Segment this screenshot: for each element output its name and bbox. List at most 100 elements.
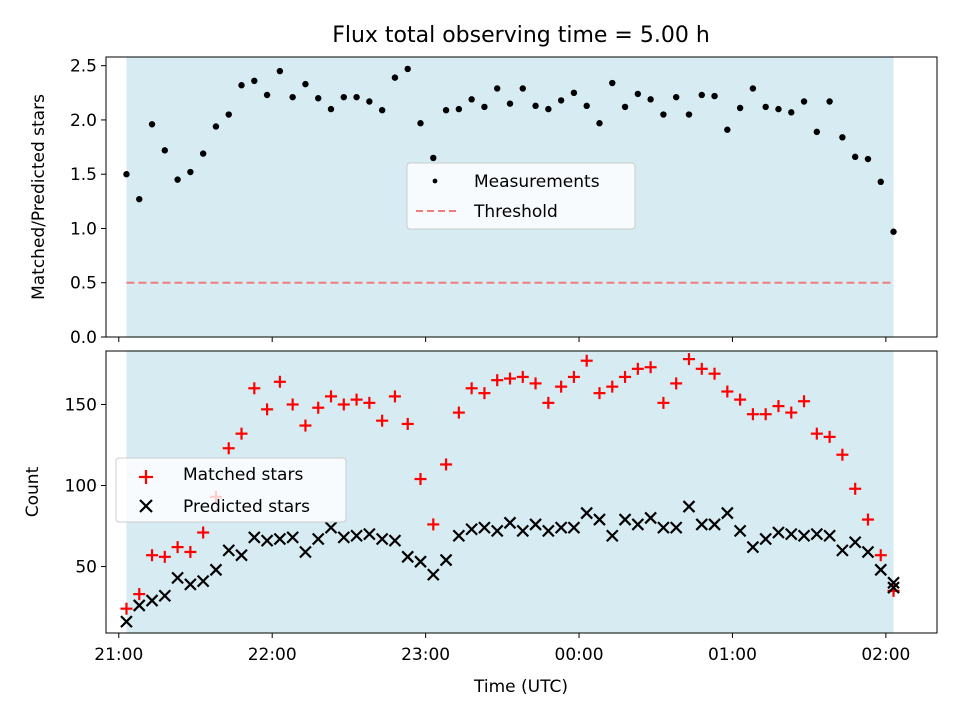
predicted-star-point bbox=[299, 545, 312, 559]
matched-star-point bbox=[235, 427, 248, 440]
matched-star-point bbox=[721, 385, 734, 398]
matched-star-point bbox=[708, 367, 721, 380]
matched-star-point bbox=[222, 442, 235, 455]
count-x-axis: 21:00 22:00 23:00 00:00 01:00 02:00 bbox=[94, 633, 910, 665]
predicted-star-point bbox=[414, 555, 427, 568]
measurement-point bbox=[263, 91, 271, 99]
measurements-legend-marker bbox=[432, 178, 438, 184]
predicted-star-point bbox=[759, 532, 772, 546]
matched-star-point bbox=[746, 408, 759, 421]
measurement-point bbox=[724, 126, 731, 133]
matched-star-point bbox=[120, 602, 133, 615]
matched-star-point bbox=[567, 370, 580, 383]
measurement-point bbox=[212, 123, 220, 130]
measurement-point bbox=[685, 111, 693, 118]
predicted-star-point bbox=[772, 526, 785, 539]
matched-star-point bbox=[146, 549, 159, 562]
y-tick-label: 0.5 bbox=[70, 274, 97, 294]
measurement-point bbox=[762, 103, 769, 111]
matched-star-point bbox=[644, 361, 657, 374]
matched-star-point bbox=[657, 396, 670, 409]
matched-star-point bbox=[133, 588, 146, 601]
predicted-star-point bbox=[196, 574, 210, 588]
predicted-star-point bbox=[516, 524, 530, 538]
y-tick-label: 2.5 bbox=[70, 57, 97, 77]
measurement-point bbox=[378, 106, 386, 114]
x-tick-label: 23:00 bbox=[401, 645, 450, 665]
matched-star-point bbox=[861, 513, 874, 526]
matched-star-point bbox=[529, 377, 542, 390]
matched-star-point bbox=[542, 396, 555, 409]
predicted-star-point bbox=[452, 529, 466, 543]
matched-star-point bbox=[376, 414, 389, 427]
measurement-point bbox=[417, 120, 424, 127]
predicted-star-point bbox=[631, 518, 645, 531]
predicted-star-point bbox=[209, 563, 223, 577]
measurement-point bbox=[340, 93, 347, 101]
measurement-point bbox=[621, 103, 629, 111]
measurement-point bbox=[506, 100, 514, 107]
predicted-star-point bbox=[158, 589, 172, 603]
predicted-star-point bbox=[567, 521, 581, 534]
measurement-point bbox=[813, 128, 821, 136]
predicted-star-point bbox=[490, 524, 504, 538]
matched-star-point bbox=[670, 377, 683, 390]
matched-star-point bbox=[414, 473, 427, 486]
predicted-star-point bbox=[439, 553, 453, 567]
predicted-star-point bbox=[235, 548, 248, 562]
measurement-point bbox=[698, 91, 705, 99]
measurement-point bbox=[519, 85, 526, 92]
panel-ratio: Flux total observing time = 5.00 h 0.00.… bbox=[29, 23, 938, 348]
threshold-legend-label: Threshold bbox=[473, 202, 558, 222]
predicted-star-point bbox=[810, 527, 824, 541]
predicted-star-point bbox=[669, 521, 683, 534]
matched-star-point bbox=[682, 353, 695, 366]
matched-star-point bbox=[158, 550, 171, 563]
predicted-star-point bbox=[337, 531, 351, 544]
predicted-legend-marker bbox=[139, 499, 153, 513]
predicted-star-point bbox=[887, 581, 900, 594]
predicted-star-point bbox=[580, 506, 593, 520]
measurement-point bbox=[494, 85, 501, 92]
matched-star-point bbox=[171, 541, 184, 554]
measurement-point bbox=[442, 106, 450, 114]
count-y-axis: 50 100 150 bbox=[65, 395, 106, 578]
predicted-star-point bbox=[746, 540, 760, 554]
matched-legend-label: Matched stars bbox=[183, 465, 303, 485]
ratio-legend: Measurements Threshold bbox=[406, 162, 636, 230]
x-tick-label: 21:00 bbox=[94, 645, 143, 665]
measurement-point bbox=[199, 150, 207, 157]
measurement-point bbox=[711, 92, 718, 100]
predicted-star-point bbox=[797, 529, 811, 543]
predicted-star-point bbox=[848, 535, 862, 549]
measurement-point bbox=[404, 65, 411, 73]
measurement-point bbox=[775, 105, 782, 113]
count-marks bbox=[120, 353, 900, 628]
ratio-marks bbox=[123, 65, 897, 284]
measurement-point bbox=[557, 97, 565, 104]
ratio-legend-box bbox=[406, 162, 636, 230]
measurement-point bbox=[545, 105, 552, 113]
matched-star-point bbox=[440, 458, 453, 471]
measurement-point bbox=[353, 93, 360, 101]
predicted-star-point bbox=[618, 513, 632, 526]
predicted-star-point bbox=[324, 521, 338, 534]
measurement-point bbox=[302, 80, 309, 88]
matched-star-point bbox=[606, 380, 619, 393]
y-tick-label: 1.0 bbox=[70, 219, 97, 239]
matched-star-point bbox=[849, 482, 862, 495]
measurement-point bbox=[468, 96, 475, 103]
y-tick-label: 1.5 bbox=[70, 165, 97, 185]
count-y-axis-label: Count bbox=[23, 466, 43, 517]
measurement-point bbox=[736, 104, 744, 112]
predicted-star-point bbox=[823, 529, 836, 543]
matched-star-point bbox=[695, 362, 708, 375]
matched-star-point bbox=[478, 387, 491, 400]
predicted-star-point bbox=[708, 518, 721, 531]
measurement-point bbox=[366, 98, 373, 105]
measurement-point bbox=[161, 147, 169, 154]
matched-star-point bbox=[427, 518, 440, 531]
measurement-point bbox=[136, 195, 143, 203]
matched-star-point bbox=[785, 406, 798, 419]
